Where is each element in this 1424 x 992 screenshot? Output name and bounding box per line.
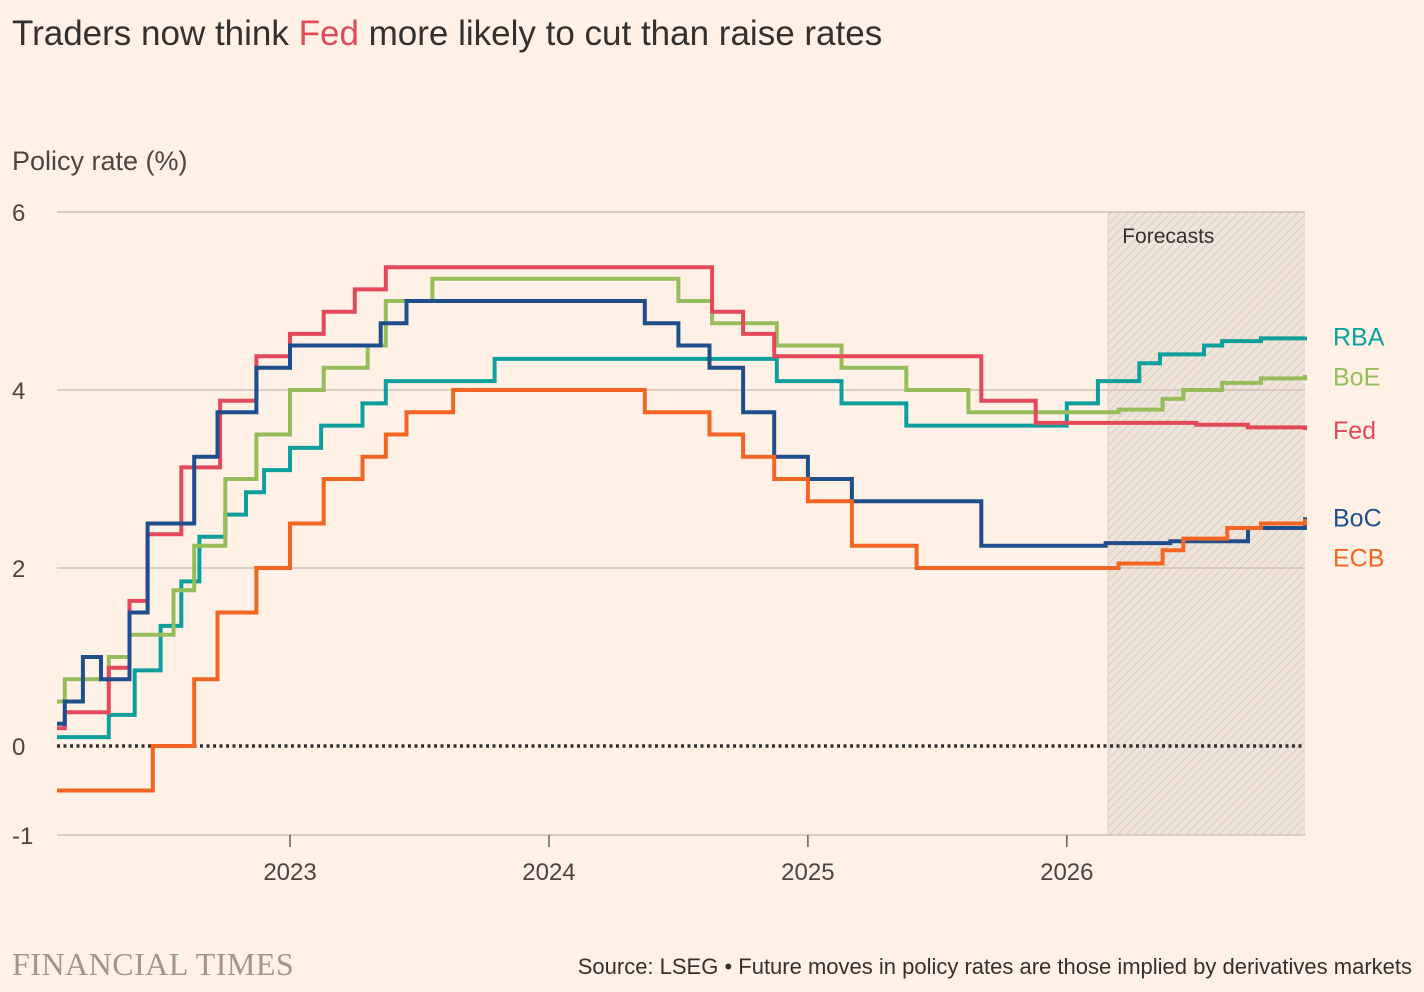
- title-text-start: Traders now think: [12, 14, 299, 53]
- ft-brand-logo: FINANCIAL TIMES: [12, 946, 295, 982]
- source-note: Source: LSEG • Future moves in policy ra…: [577, 954, 1412, 979]
- series-line-fed: [57, 265, 1307, 731]
- y-tick-label: -1: [12, 823, 33, 850]
- chart-title: Traders now think Fed more likely to cut…: [12, 14, 882, 54]
- y-tick-label: 0: [12, 734, 25, 761]
- y-tick-label: 2: [12, 556, 25, 583]
- title-text-end: more likely to cut than raise rates: [358, 14, 883, 53]
- series-label-rba: RBA: [1333, 324, 1385, 352]
- x-tick-label: 2024: [522, 859, 575, 886]
- forecast-label: Forecasts: [1122, 225, 1214, 248]
- series-line-boe: [57, 276, 1307, 704]
- series-line-rba: [57, 336, 1307, 740]
- series-line-ecb: [57, 388, 1307, 793]
- series-label-fed: Fed: [1333, 417, 1376, 445]
- series-label-boc: BoC: [1333, 504, 1382, 532]
- y-tick-label: 6: [12, 200, 25, 227]
- y-axis-label: Policy rate (%): [12, 146, 188, 176]
- series-label-boe: BoE: [1333, 364, 1380, 392]
- series-label-ecb: ECB: [1333, 544, 1384, 572]
- series-line-boc: [57, 299, 1307, 726]
- x-tick-label: 2023: [263, 859, 316, 886]
- title-highlight-fed: Fed: [298, 14, 359, 53]
- x-tick-label: 2026: [1040, 859, 1093, 886]
- x-tick-label: 2025: [781, 859, 834, 886]
- y-tick-label: 4: [12, 378, 25, 405]
